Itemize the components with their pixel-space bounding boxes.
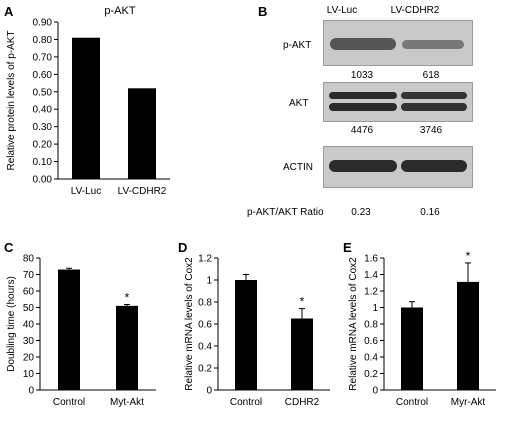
chart-c-category-label: Control [53,397,85,408]
chart-d-category-label: CDHR2 [285,397,320,408]
blot-row-label-p-akt: p-AKT [283,40,312,51]
chart-c-ytick-label: 60 [23,287,35,298]
chart-a-ytick-label: 0.00 [33,175,53,186]
chart-e-bar [401,307,423,390]
chart-e-ytick-label: 0.4 [364,353,378,364]
chart-c-ytick-label: 50 [23,303,35,314]
chart-e-ytick-label: 1.2 [364,287,378,298]
chart-a-ytick-label: 0.40 [33,105,53,116]
blot-row-label-akt: AKT [289,98,309,109]
chart-c-ytick-label: 30 [23,336,35,347]
chart-c-significance-mark: * [125,291,130,305]
chart-a-ytick-label: 0.50 [33,87,53,98]
blot-quant-akt-2: 3746 [419,125,443,136]
chart-c-ylabel: Doubling time (hours) [6,276,17,372]
blot-lane-label-2: LV-CDHR2 [390,5,440,16]
chart-a-ytick-label: 0.20 [33,140,53,151]
chart-d-ytick-label: 0.8 [198,298,212,309]
chart-d-bar [291,318,313,390]
blot-ratio-label: p-AKT/AKT Ratio [247,207,324,218]
chart-d-ytick-label: 1.2 [198,254,212,265]
chart-c-bar [58,269,80,390]
blot-image-actin [323,146,473,188]
chart-a-ytick-label: 0.10 [33,157,53,168]
chart-a-bar [72,37,100,180]
chart-c-ytick-label: 80 [23,254,35,265]
chart-e-ytick-label: 1.6 [364,254,378,265]
blot-image-p-akt [323,20,473,66]
chart-d-ytick-label: 0.6 [198,320,212,331]
chart-c-bar [116,305,138,390]
chart-e-ytick-label: 0 [372,386,378,397]
chart-e-cox2-myr-akt: 0 0.2 0.4 0.6 0.8 1 1.2 1.4 1.6 Relative mRNA lev… [348,249,496,408]
panel-label-d: D [178,240,188,255]
chart-e-ytick-label: 1 [372,303,378,314]
chart-e-ytick-label: 0.6 [364,336,378,347]
chart-c-ytick-label: 20 [23,353,35,364]
panel-label-c: C [4,240,14,255]
panel-label-e: E [343,240,352,255]
chart-e-category-label: Control [396,397,428,408]
chart-e-ytick-label: 0.2 [364,369,378,380]
chart-e-ytick-label: 1.4 [364,270,378,281]
chart-d-ytick-label: 1 [206,276,212,287]
western-blot-panel: LV-Luc LV-CDHR2 p-AKT 1033 618 AKT 4476 … [247,0,505,232]
chart-a-p-akt: 0.00 0.10 0.20 0.30 0.40 0.50 0.60 0.70 0.80 0.90… [6,5,170,197]
chart-a-ytick-label: 0.90 [33,18,53,29]
chart-d-ytick-label: 0.4 [198,342,212,353]
chart-d-ytick-label: 0.2 [198,364,212,375]
chart-e-significance-mark: * [466,249,471,263]
chart-c-category-label: Myt-Akt [110,397,144,408]
chart-a-category-label: LV-CDHR2 [118,186,167,197]
chart-a-bar [128,88,156,179]
chart-a-ytick-label: 0.60 [33,70,53,81]
chart-a-ytick-label: 0.30 [33,122,53,133]
chart-d-ytick-label: 0 [206,386,212,397]
chart-e-bar [457,281,479,390]
chart-d-category-label: Control [230,397,262,408]
blot-quant-p-akt-1: 1033 [350,70,374,81]
chart-c-ytick-label: 70 [23,270,35,281]
panel-label-b: B [258,4,268,19]
chart-e-category-label: Myr-Akt [451,397,486,408]
blot-image-akt [323,82,473,122]
chart-a-title: p-AKT [104,5,135,17]
chart-a-ytick-label: 0.70 [33,52,53,63]
chart-c-doubling-time: 0 10 20 30 40 50 60 70 80 Doubling time (hours) Co… [6,254,156,408]
blot-ratio-value-2: 0.16 [420,207,440,218]
chart-a-ytick-label: 0.80 [33,35,53,46]
chart-e-ytick-label: 0.8 [364,320,378,331]
chart-a-category-label: LV-Luc [71,186,101,197]
chart-e-ylabel: Relative mRNA levels of Cox2 [348,257,359,391]
blot-quant-p-akt-2: 618 [422,70,440,81]
chart-c-ytick-label: 10 [23,369,35,380]
blot-quant-akt-1: 4476 [350,125,374,136]
chart-d-significance-mark: * [300,295,305,309]
panel-label-a: A [4,4,14,19]
chart-c-ytick-label: 40 [23,320,35,331]
blot-lane-label-1: LV-Luc [326,5,358,16]
blot-row-label-actin: ACTIN [283,162,313,173]
chart-d-ylabel: Relative mRNA levels of Cox2 [184,257,195,391]
blot-ratio-value-1: 0.23 [351,207,371,218]
chart-a-ylabel: Relative protein levels of p-AKT [6,30,17,170]
chart-d-bar [235,280,257,390]
chart-c-ytick-label: 0 [28,386,34,397]
